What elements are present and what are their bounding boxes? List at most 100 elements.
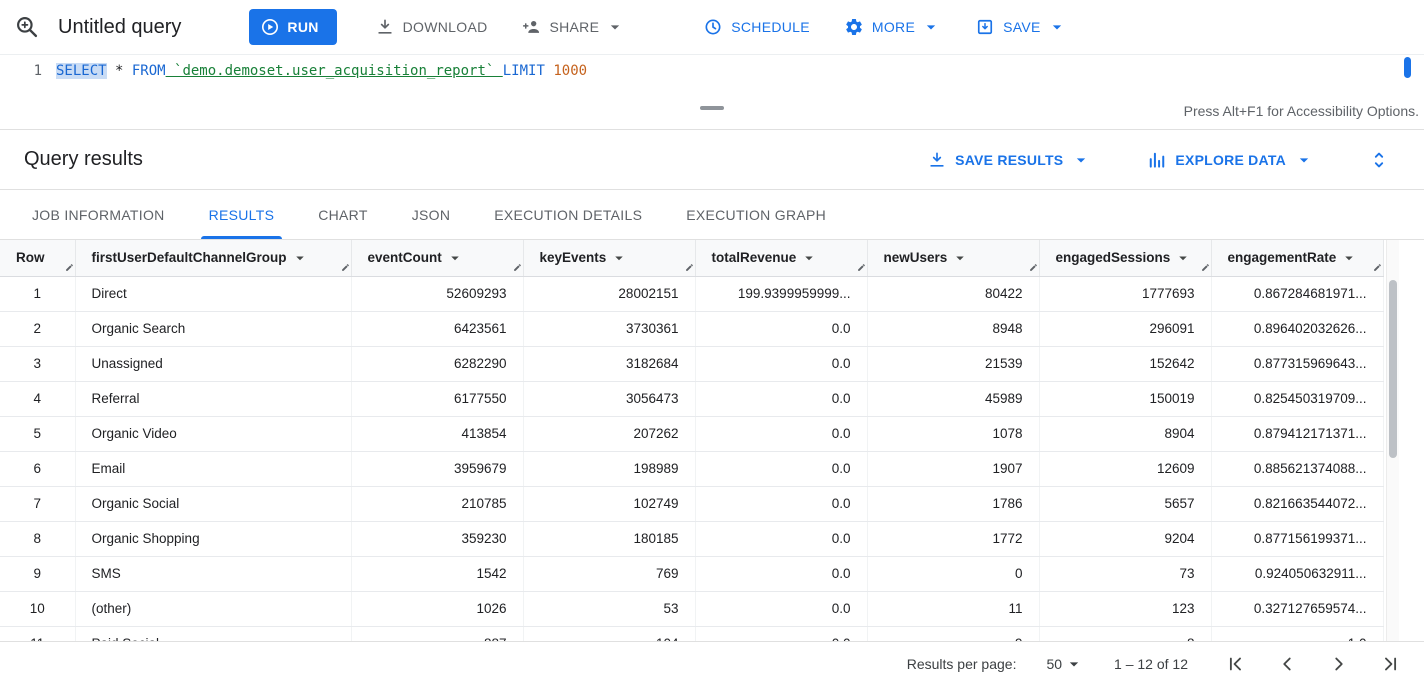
column-resize-icon[interactable] [341, 263, 350, 272]
table-cell: 104 [523, 626, 695, 641]
column-label: newUsers [884, 250, 948, 265]
save-icon [975, 17, 995, 37]
table-cell: Paid Social [75, 626, 351, 641]
column-resize-icon[interactable] [65, 263, 74, 272]
download-icon [927, 150, 947, 170]
scrollbar-thumb[interactable] [1389, 280, 1397, 458]
tab-json[interactable]: JSON [390, 190, 473, 239]
table-vertical-scrollbar[interactable] [1386, 240, 1399, 641]
download-button-label: DOWNLOAD [403, 19, 488, 35]
download-button[interactable]: DOWNLOAD [363, 9, 500, 45]
column-resize-icon[interactable] [857, 263, 866, 272]
table-cell: Email [75, 451, 351, 486]
table-row: 6Email39596791989890.01907126090.8856213… [0, 451, 1383, 486]
last-page-button[interactable] [1380, 653, 1402, 675]
tab-execution-details[interactable]: EXECUTION DETAILS [472, 190, 664, 239]
table-cell: 123 [1039, 591, 1211, 626]
table-cell: 1907 [867, 451, 1039, 486]
column-header-engagementRate[interactable]: engagementRate [1211, 240, 1383, 276]
results-tabs: JOB INFORMATION RESULTS CHART JSON EXECU… [0, 190, 1424, 240]
previous-page-button[interactable] [1276, 653, 1298, 675]
table-row: 10(other)1026530.0111230.327127659574... [0, 591, 1383, 626]
column-menu-caret-icon[interactable] [1340, 249, 1358, 267]
person-add-icon [522, 17, 542, 37]
table-cell: 73 [1039, 556, 1211, 591]
table-cell: 0.0 [695, 486, 867, 521]
expand-results-button[interactable] [1364, 145, 1394, 175]
column-label: totalRevenue [712, 250, 797, 265]
column-resize-icon[interactable] [1029, 263, 1038, 272]
sql-table-name: `demo.demoset.user_acquisition_report` [166, 63, 503, 79]
table-cell: 1777693 [1039, 276, 1211, 311]
table-cell: 0 [867, 556, 1039, 591]
table-row: 2Organic Search642356137303610.089482960… [0, 311, 1383, 346]
next-page-button[interactable] [1328, 653, 1350, 675]
column-menu-caret-icon[interactable] [951, 249, 969, 267]
table-cell: 199.9399959999... [695, 276, 867, 311]
column-header-engagedSessions[interactable]: engagedSessions [1039, 240, 1211, 276]
editor-scrollbar[interactable] [1404, 57, 1411, 78]
save-button[interactable]: SAVE [963, 9, 1079, 45]
row-number-cell: 3 [0, 346, 75, 381]
column-label: keyEvents [540, 250, 607, 265]
sql-keyword-limit: LIMIT [503, 63, 545, 79]
row-number-cell: 4 [0, 381, 75, 416]
table-cell: 1078 [867, 416, 1039, 451]
sql-code-line[interactable]: SELECT * FROM `demo.demoset.user_acquisi… [56, 55, 587, 101]
column-menu-caret-icon[interactable] [610, 249, 628, 267]
results-title: Query results [24, 148, 143, 171]
run-button-label: RUN [287, 19, 318, 35]
column-label: engagedSessions [1056, 250, 1171, 265]
page-size-value: 50 [1046, 656, 1062, 672]
column-resize-icon[interactable] [513, 263, 522, 272]
tab-execution-graph[interactable]: EXECUTION GRAPH [664, 190, 848, 239]
column-header-totalRevenue[interactable]: totalRevenue [695, 240, 867, 276]
first-page-button[interactable] [1224, 653, 1246, 675]
download-icon [375, 17, 395, 37]
column-menu-caret-icon[interactable] [291, 249, 309, 267]
sql-editor[interactable]: 1 SELECT * FROM `demo.demoset.user_acqui… [0, 55, 1424, 101]
table-cell: 413854 [351, 416, 523, 451]
column-resize-icon[interactable] [1201, 263, 1210, 272]
row-number-cell: 7 [0, 486, 75, 521]
column-header-eventCount[interactable]: eventCount [351, 240, 523, 276]
column-menu-caret-icon[interactable] [446, 249, 464, 267]
tab-chart[interactable]: CHART [296, 190, 389, 239]
share-button[interactable]: SHARE [510, 9, 638, 45]
page-size-select[interactable]: 50 [1046, 654, 1084, 674]
table-cell: 0.0 [695, 626, 867, 641]
table-row: 4Referral617755030564730.0459891500190.8… [0, 381, 1383, 416]
table-cell: 1026 [351, 591, 523, 626]
column-resize-icon[interactable] [685, 263, 694, 272]
splitter-drag-handle[interactable] [700, 106, 724, 110]
tab-job-information[interactable]: JOB INFORMATION [10, 190, 187, 239]
table-row: 3Unassigned628229031826840.0215391526420… [0, 346, 1383, 381]
column-header-keyEvents[interactable]: keyEvents [523, 240, 695, 276]
column-resize-icon[interactable] [1373, 263, 1382, 272]
schedule-button[interactable]: SCHEDULE [691, 9, 822, 45]
chevron-down-icon [605, 17, 625, 37]
results-footer: Results per page: 50 1 – 12 of 12 [0, 641, 1424, 685]
table-cell: 0.821663544072... [1211, 486, 1383, 521]
table-cell: 150019 [1039, 381, 1211, 416]
column-header-firstUserDefaultChannelGroup[interactable]: firstUserDefaultChannelGroup [75, 240, 351, 276]
column-menu-caret-icon[interactable] [800, 249, 818, 267]
column-label: eventCount [368, 250, 442, 265]
explore-data-button[interactable]: EXPLORE DATA [1141, 149, 1320, 171]
save-results-label: SAVE RESULTS [955, 152, 1063, 168]
table-cell: 3182684 [523, 346, 695, 381]
column-header-newUsers[interactable]: newUsers [867, 240, 1039, 276]
table-cell: 180185 [523, 521, 695, 556]
table-cell: SMS [75, 556, 351, 591]
table-cell: 8 [1039, 626, 1211, 641]
tab-results[interactable]: RESULTS [187, 190, 297, 239]
run-button[interactable]: RUN [249, 9, 336, 45]
results-per-page-label: Results per page: [907, 656, 1017, 672]
save-results-button[interactable]: SAVE RESULTS [921, 149, 1097, 171]
more-button[interactable]: MORE [832, 9, 953, 45]
chevron-down-icon [1047, 17, 1067, 37]
table-cell: 8948 [867, 311, 1039, 346]
column-menu-caret-icon[interactable] [1174, 249, 1192, 267]
row-number-cell: 9 [0, 556, 75, 591]
table-cell: 887 [351, 626, 523, 641]
